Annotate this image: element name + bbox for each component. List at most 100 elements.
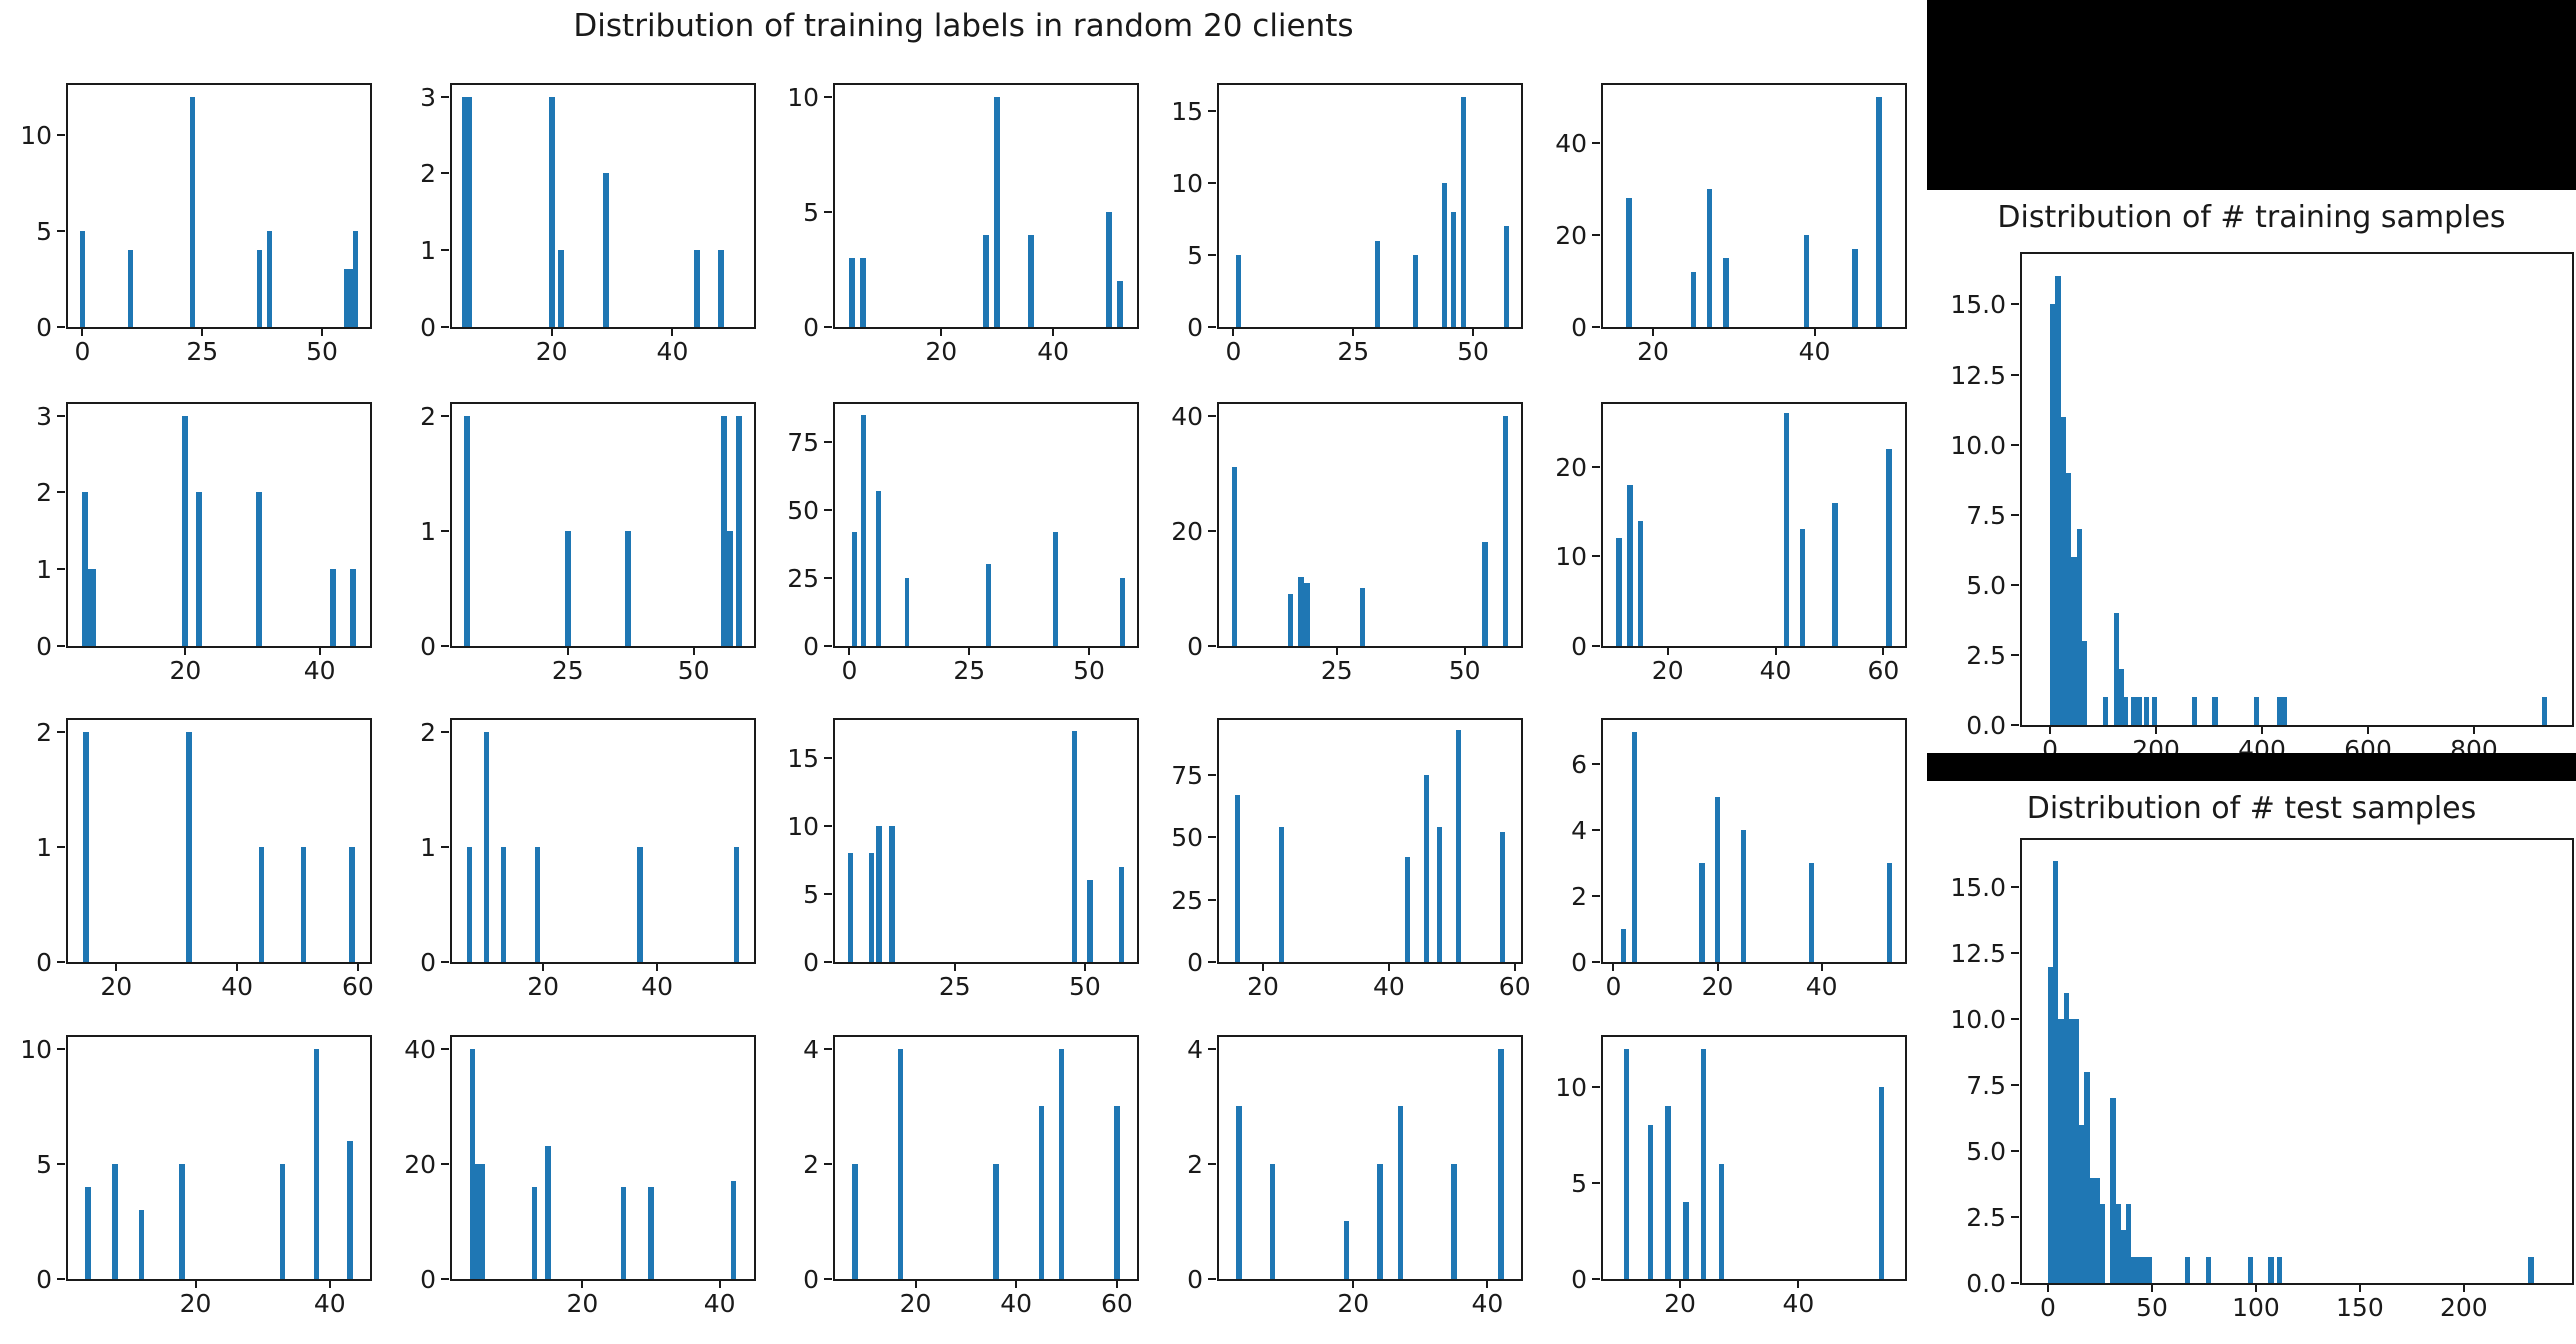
y-tick-label: 5 [36,216,52,246]
bar [734,846,740,962]
bar [620,1186,627,1279]
x-tick-mark [1820,963,1823,971]
y-tick-mark [441,326,449,328]
bar [349,846,355,962]
plot-box [1217,718,1523,964]
bar [2528,1256,2534,1283]
y-tick-label: 25 [787,564,819,594]
bar [2071,556,2077,725]
bar [2047,966,2054,1283]
x-tick-mark [671,328,674,336]
bar [2254,696,2260,725]
bar [860,257,866,327]
bar [256,492,263,646]
client-plot-14: 0 25 50 75 20 40 60 [1171,718,1599,1001]
y-tick-label: 1 [420,832,436,862]
x-tick-label: 40 [1805,972,1838,1001]
y-tick-mark [1592,895,1600,898]
bar [603,173,610,327]
bar [2118,668,2125,725]
y-tick-mark [2011,1084,2019,1087]
y-tick-mark [2011,1216,2019,1219]
y-tick-mark [824,645,832,647]
y-tick-label: 10 [20,1034,52,1064]
y-tick-label: 0 [1187,313,1203,342]
bar [2060,416,2066,725]
client-plot-15: 0 2 4 6 0 20 40 [1571,718,1983,1001]
bar [2084,1072,2090,1283]
bar [1626,197,1632,327]
bar [904,578,910,646]
bar [2276,1256,2282,1283]
y-tick-label: 10 [787,812,819,842]
y-tick-label: 15 [1171,96,1203,126]
bar [343,269,349,327]
bar [2192,696,2198,725]
bar [266,230,272,327]
x-tick-mark [1666,647,1669,655]
y-tick-mark [824,210,832,213]
bar [2050,304,2056,725]
bar [464,415,470,646]
y-tick-label: 0 [420,313,436,342]
bar [625,530,631,646]
x-tick-mark [542,963,545,971]
x-tick-mark [1052,328,1055,336]
y-tick-label: 15.0 [1950,873,2006,903]
y-tick-label: 1 [420,236,436,266]
x-tick-mark [1352,1280,1355,1288]
x-tick-label: 40 [656,337,689,366]
plot-box [66,718,372,964]
y-tick-label: 1 [36,832,52,862]
bar [179,1163,185,1279]
bar [2276,696,2283,725]
bar [2055,276,2061,725]
bar [2113,612,2119,725]
y-tick-label: 2 [420,401,436,431]
bar [1114,1106,1120,1279]
bar [2073,1019,2080,1283]
y-tick-label: 20 [1555,452,1587,482]
x-tick-label: 40 [1000,1289,1033,1318]
client-plot-6: 0 1 2 3 20 40 [36,402,448,684]
bar [717,250,724,327]
x-tick-mark [1262,963,1265,971]
y-tick-label: 2 [36,478,52,508]
bar [1343,1221,1350,1279]
x-tick-label: 50 [306,337,338,366]
x-tick-mark [1716,963,1719,971]
y-tick-mark [57,133,65,136]
y-tick-label: 0 [803,948,819,977]
y-tick-mark [57,326,65,328]
bar [1886,863,1892,962]
bar [2120,1230,2126,1283]
client-plot-4: 0 5 10 15 0 25 50 [1171,83,1599,365]
x-tick-label: 60 [1498,972,1531,1001]
bar [258,846,264,962]
x-tick-mark [1612,963,1615,971]
bar [1808,863,1814,962]
bar [483,731,489,962]
y-tick-mark [1208,1278,1216,1280]
x-tick-label: 20 [1337,1289,1370,1318]
x-tick-mark [1083,963,1086,971]
bar [1027,234,1034,327]
bar [1783,412,1790,646]
bar [986,564,991,646]
x-tick-mark [1774,647,1777,655]
x-tick-mark [1652,328,1655,336]
bar [1627,484,1633,646]
bar [2185,1256,2191,1283]
plot-box [1217,402,1523,648]
training-hist-card: Distribution of # training samples 0.0 2.… [1927,190,2576,762]
y-tick-label: 75 [787,428,819,458]
y-tick-mark [441,845,449,848]
x-tick-label: 40 [641,972,674,1001]
x-tick-mark [968,647,971,655]
bar [1231,467,1238,646]
bar [1631,731,1637,962]
x-tick-label: 50 [2136,1293,2168,1322]
bar [1647,1125,1654,1279]
x-tick-mark [940,328,943,336]
x-tick-mark [184,647,187,655]
